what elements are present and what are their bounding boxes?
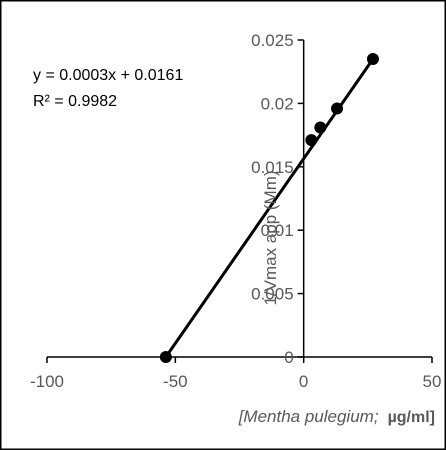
- trendline-equation: y = 0.0003x + 0.0161: [33, 67, 183, 84]
- y-tick-label: 0.02: [261, 94, 294, 113]
- y-tick-label: 0: [284, 348, 293, 367]
- x-axis-title: [Mentha pulegium; µg/ml]: [238, 407, 435, 426]
- y-tick-label: 0.015: [251, 158, 294, 177]
- data-point: [331, 102, 344, 115]
- x-tick-label: 50: [423, 372, 442, 391]
- x-tick-label: -50: [163, 372, 188, 391]
- data-point: [366, 53, 379, 66]
- y-ticks: 0 0.005 0.01 0.015 0.02 0.025: [251, 31, 304, 367]
- y-tick-label: 0.005: [251, 285, 294, 304]
- data-point: [159, 351, 172, 363]
- data-points: [159, 53, 379, 363]
- x-tick-label: 0: [299, 372, 308, 391]
- x-tick-label: -100: [30, 372, 64, 391]
- x-axis-title-unit: µg/ml]: [388, 409, 435, 426]
- axes: [47, 40, 432, 358]
- y-tick-label: 0.01: [261, 221, 294, 240]
- x-ticks: -100 -50 0 50: [30, 357, 441, 391]
- x-axis-title-italic: [Mentha pulegium;: [238, 407, 379, 426]
- y-axis-title: 1/Vmax app (Mm): [261, 170, 280, 305]
- r-squared-label: R² = 0.9982: [33, 93, 117, 110]
- data-point: [314, 121, 327, 134]
- y-tick-label: 0.025: [251, 31, 294, 50]
- data-point: [305, 134, 318, 147]
